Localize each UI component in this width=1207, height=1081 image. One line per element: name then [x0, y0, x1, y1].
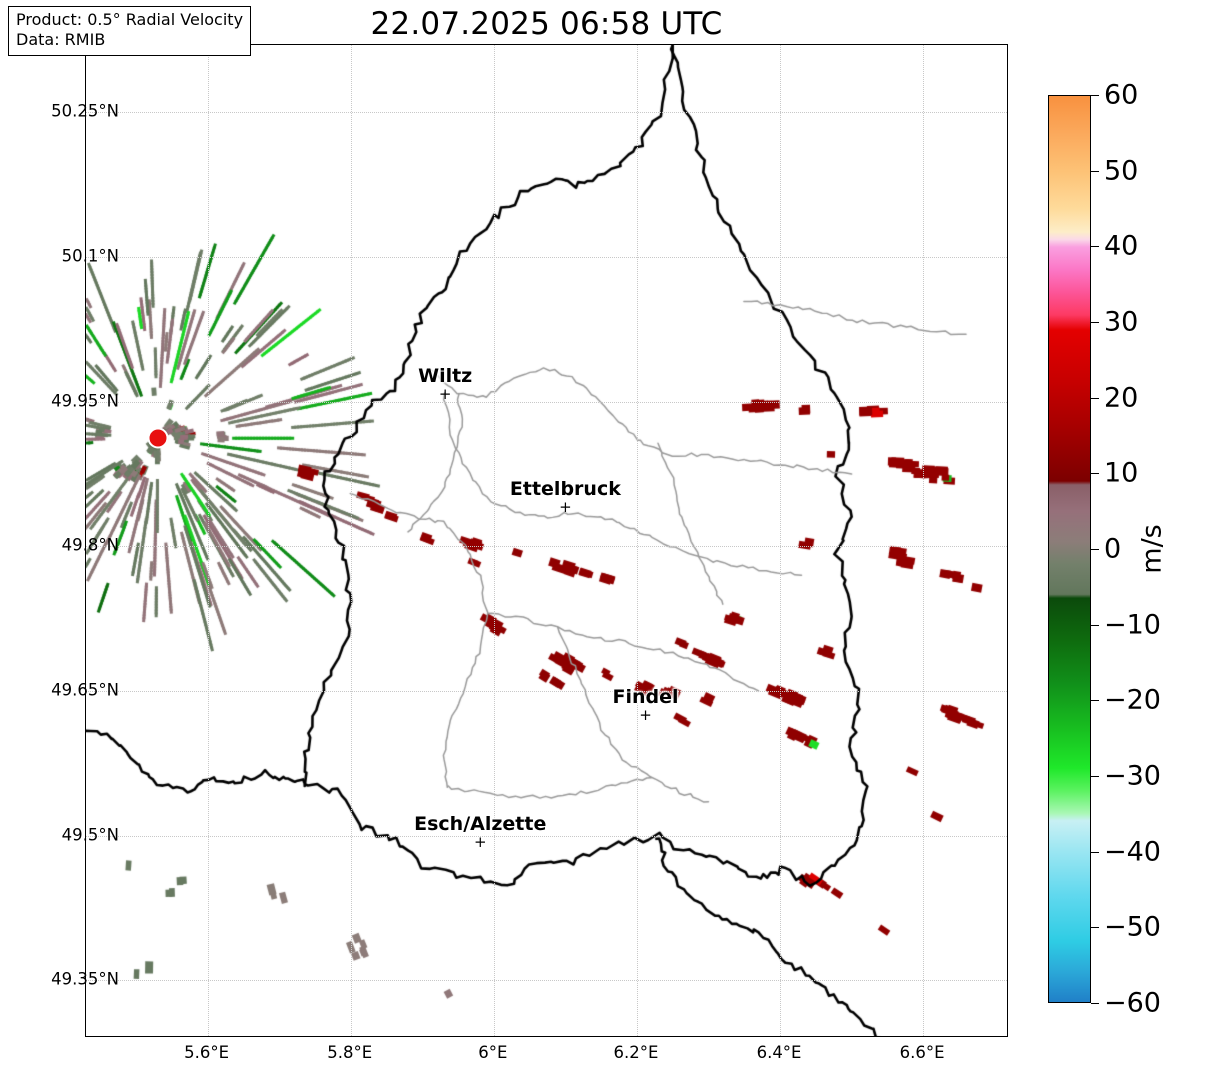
- map-plot-area[interactable]: Wiltz + Ettelbruck + Findel + Esch/Alzette +: [85, 44, 1008, 1037]
- colorbar-tick-label: −60: [1104, 987, 1161, 1019]
- colorbar-tick: [1091, 624, 1099, 626]
- colorbar-tick: [1091, 776, 1099, 777]
- colorbar-tick: [1091, 397, 1099, 399]
- colorbar-tick: [1091, 700, 1099, 702]
- gridline-horizontal: [86, 401, 1007, 403]
- product-info-box: Product: 0.5° Radial Velocity Data: RMIB: [8, 6, 252, 56]
- x-axis-tick-label: 6.4°E: [756, 1043, 802, 1062]
- colorbar-tick: [1091, 473, 1099, 475]
- x-axis-tick-label: 5.8°E: [327, 1043, 373, 1062]
- y-axis-tick-label: 49.35°N: [51, 969, 119, 989]
- colorbar-tick: [1091, 246, 1099, 248]
- gridline-vertical: [493, 45, 495, 1036]
- colorbar-tick-label: −10: [1104, 609, 1161, 641]
- colorbar-tick-label: 30: [1104, 306, 1139, 338]
- gridline-horizontal: [86, 257, 1007, 259]
- info-product-line: Product: 0.5° Radial Velocity: [16, 10, 244, 29]
- y-axis-tick-label: 49.5°N: [61, 825, 119, 845]
- colorbar-tick-label: −50: [1104, 911, 1161, 943]
- colorbar-unit-label: m/s: [1136, 524, 1168, 574]
- y-axis-tick-label: 49.8°N: [61, 535, 119, 555]
- gridline-horizontal: [86, 690, 1007, 692]
- colorbar-tick: [1091, 95, 1099, 96]
- colorbar-tick-label: −30: [1104, 760, 1161, 792]
- colorbar-tick-label: 0: [1104, 533, 1122, 565]
- colorbar-tick: [1091, 851, 1099, 853]
- colorbar[interactable]: [1048, 95, 1091, 1003]
- gridline-horizontal: [86, 980, 1007, 982]
- colorbar-tick-label: −40: [1104, 836, 1161, 868]
- gridline-horizontal: [86, 112, 1007, 114]
- colorbar-tick-label: 40: [1104, 230, 1139, 262]
- radar-site-marker[interactable]: [147, 427, 169, 449]
- colorbar-tick-label: 60: [1104, 79, 1139, 111]
- colorbar-gradient: [1048, 95, 1091, 1003]
- gridline-horizontal: [86, 835, 1007, 837]
- y-axis-tick-label: 49.65°N: [51, 680, 119, 700]
- gridline-vertical: [923, 45, 925, 1036]
- colorbar-tick-label: 10: [1104, 457, 1139, 489]
- figure-title: 22.07.2025 06:58 UTC: [370, 6, 723, 42]
- y-axis-tick-label: 50.25°N: [51, 101, 119, 121]
- colorbar-tick: [1091, 322, 1099, 323]
- colorbar-tick-label: 50: [1104, 155, 1139, 187]
- colorbar-tick-label: −20: [1104, 684, 1161, 716]
- colorbar-tick: [1091, 549, 1099, 550]
- x-axis-tick-label: 5.6°E: [184, 1043, 230, 1062]
- radar-echo-canvas: [86, 45, 1007, 1036]
- x-axis-tick-label: 6.6°E: [899, 1043, 945, 1062]
- x-axis-tick-label: 6°E: [478, 1043, 508, 1062]
- gridline-horizontal: [86, 546, 1007, 548]
- colorbar-tick-label: 20: [1104, 382, 1139, 414]
- gridline-vertical: [780, 45, 782, 1036]
- gridline-vertical: [350, 45, 352, 1036]
- x-axis-tick-label: 6.2°E: [613, 1043, 659, 1062]
- y-axis-tick-label: 50.1°N: [61, 246, 119, 266]
- colorbar-tick: [1091, 927, 1099, 929]
- radar-echo-canvas-layer: [86, 45, 1007, 1036]
- info-data-line: Data: RMIB: [16, 30, 106, 50]
- colorbar-tick: [1091, 1003, 1099, 1004]
- y-axis-tick-label: 49.95°N: [51, 391, 119, 411]
- gridline-vertical: [636, 45, 638, 1036]
- colorbar-tick: [1091, 170, 1099, 172]
- gridline-vertical: [207, 45, 209, 1036]
